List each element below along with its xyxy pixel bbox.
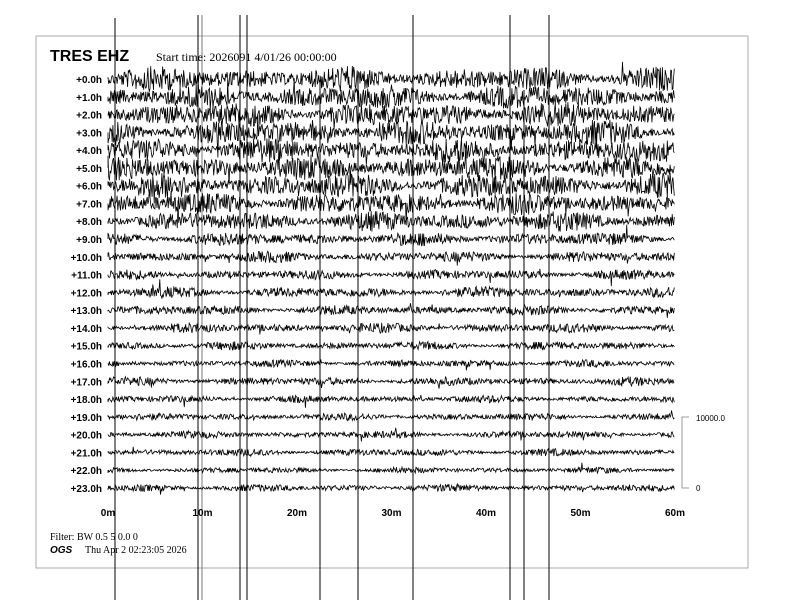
row-label: +14.0h bbox=[71, 324, 102, 335]
row-label: +15.0h bbox=[71, 342, 102, 353]
filter-info: Filter: BW 0.5 5 0.0 0 bbox=[50, 532, 138, 543]
x-tick-label: 30m bbox=[381, 508, 401, 519]
trace-row bbox=[107, 358, 675, 371]
scale-bar bbox=[681, 416, 689, 489]
x-tick-label: 0m bbox=[101, 508, 116, 519]
row-label: +21.0h bbox=[71, 448, 102, 459]
row-label: +11.0h bbox=[71, 271, 102, 282]
station-title: TRES EHZ bbox=[50, 48, 129, 65]
trace-row bbox=[107, 321, 675, 335]
row-label: +0.0h bbox=[76, 75, 102, 86]
row-label: +16.0h bbox=[71, 359, 102, 370]
trace-row bbox=[107, 224, 675, 247]
plot-frame bbox=[35, 35, 749, 569]
trace-row bbox=[107, 172, 675, 204]
row-label: +13.0h bbox=[71, 306, 102, 317]
x-tick-label: 60m bbox=[665, 508, 685, 519]
row-label: +3.0h bbox=[76, 128, 102, 139]
start-time: Start time: 2026091 4/01/26 00:00:00 bbox=[156, 50, 337, 64]
trace-row bbox=[107, 482, 675, 495]
row-label: +4.0h bbox=[76, 146, 102, 157]
row-label: +12.0h bbox=[71, 288, 102, 299]
trace-row bbox=[107, 394, 675, 408]
trace-row bbox=[107, 339, 675, 351]
row-label: +6.0h bbox=[76, 182, 102, 193]
org-label: OGS bbox=[50, 545, 73, 556]
row-label: +9.0h bbox=[76, 235, 102, 246]
trace-row bbox=[107, 268, 675, 287]
scale-top-label: 10000.0 bbox=[696, 414, 725, 423]
trace-row bbox=[107, 189, 675, 226]
plot-timestamp: Thu Apr 2 02:23:05 2026 bbox=[85, 545, 187, 556]
trace-row bbox=[107, 410, 675, 422]
row-label: +23.0h bbox=[71, 484, 102, 495]
x-tick-label: 50m bbox=[570, 508, 590, 519]
trace-row bbox=[107, 446, 675, 458]
row-labels: +0.0h +1.0h +2.0h +3.0h +4.0h +5.0h +6.0h +7.0h… bbox=[71, 75, 102, 495]
x-tick-label: 10m bbox=[192, 508, 212, 519]
trace-row bbox=[107, 250, 675, 266]
trace-row bbox=[107, 78, 675, 110]
row-label: +20.0h bbox=[71, 431, 102, 442]
scale-bottom-label: 0 bbox=[696, 484, 701, 493]
trace-row bbox=[107, 61, 675, 92]
trace-row bbox=[107, 303, 675, 318]
x-tick-labels: 0m 10m 20m 30m 40m 50m 60m bbox=[101, 508, 685, 519]
row-label: +5.0h bbox=[76, 164, 102, 175]
trace-row bbox=[107, 137, 675, 165]
trace-row bbox=[107, 427, 675, 442]
trace-row bbox=[107, 200, 675, 232]
row-label: +7.0h bbox=[76, 199, 102, 210]
trace-row bbox=[107, 147, 675, 185]
traces bbox=[107, 61, 675, 495]
row-label: +2.0h bbox=[76, 111, 102, 122]
row-label: +22.0h bbox=[71, 466, 102, 477]
row-label: +10.0h bbox=[71, 253, 102, 264]
row-label: +18.0h bbox=[71, 395, 102, 406]
trace-row bbox=[107, 102, 675, 130]
trace-row bbox=[107, 375, 675, 389]
x-tick-label: 40m bbox=[476, 508, 496, 519]
row-label: +19.0h bbox=[71, 413, 102, 424]
row-label: +8.0h bbox=[76, 217, 102, 228]
trace-row bbox=[107, 462, 675, 475]
row-label: +17.0h bbox=[71, 377, 102, 388]
row-label: +1.0h bbox=[76, 93, 102, 104]
x-tick-label: 20m bbox=[287, 508, 307, 519]
trace-row bbox=[107, 279, 675, 299]
